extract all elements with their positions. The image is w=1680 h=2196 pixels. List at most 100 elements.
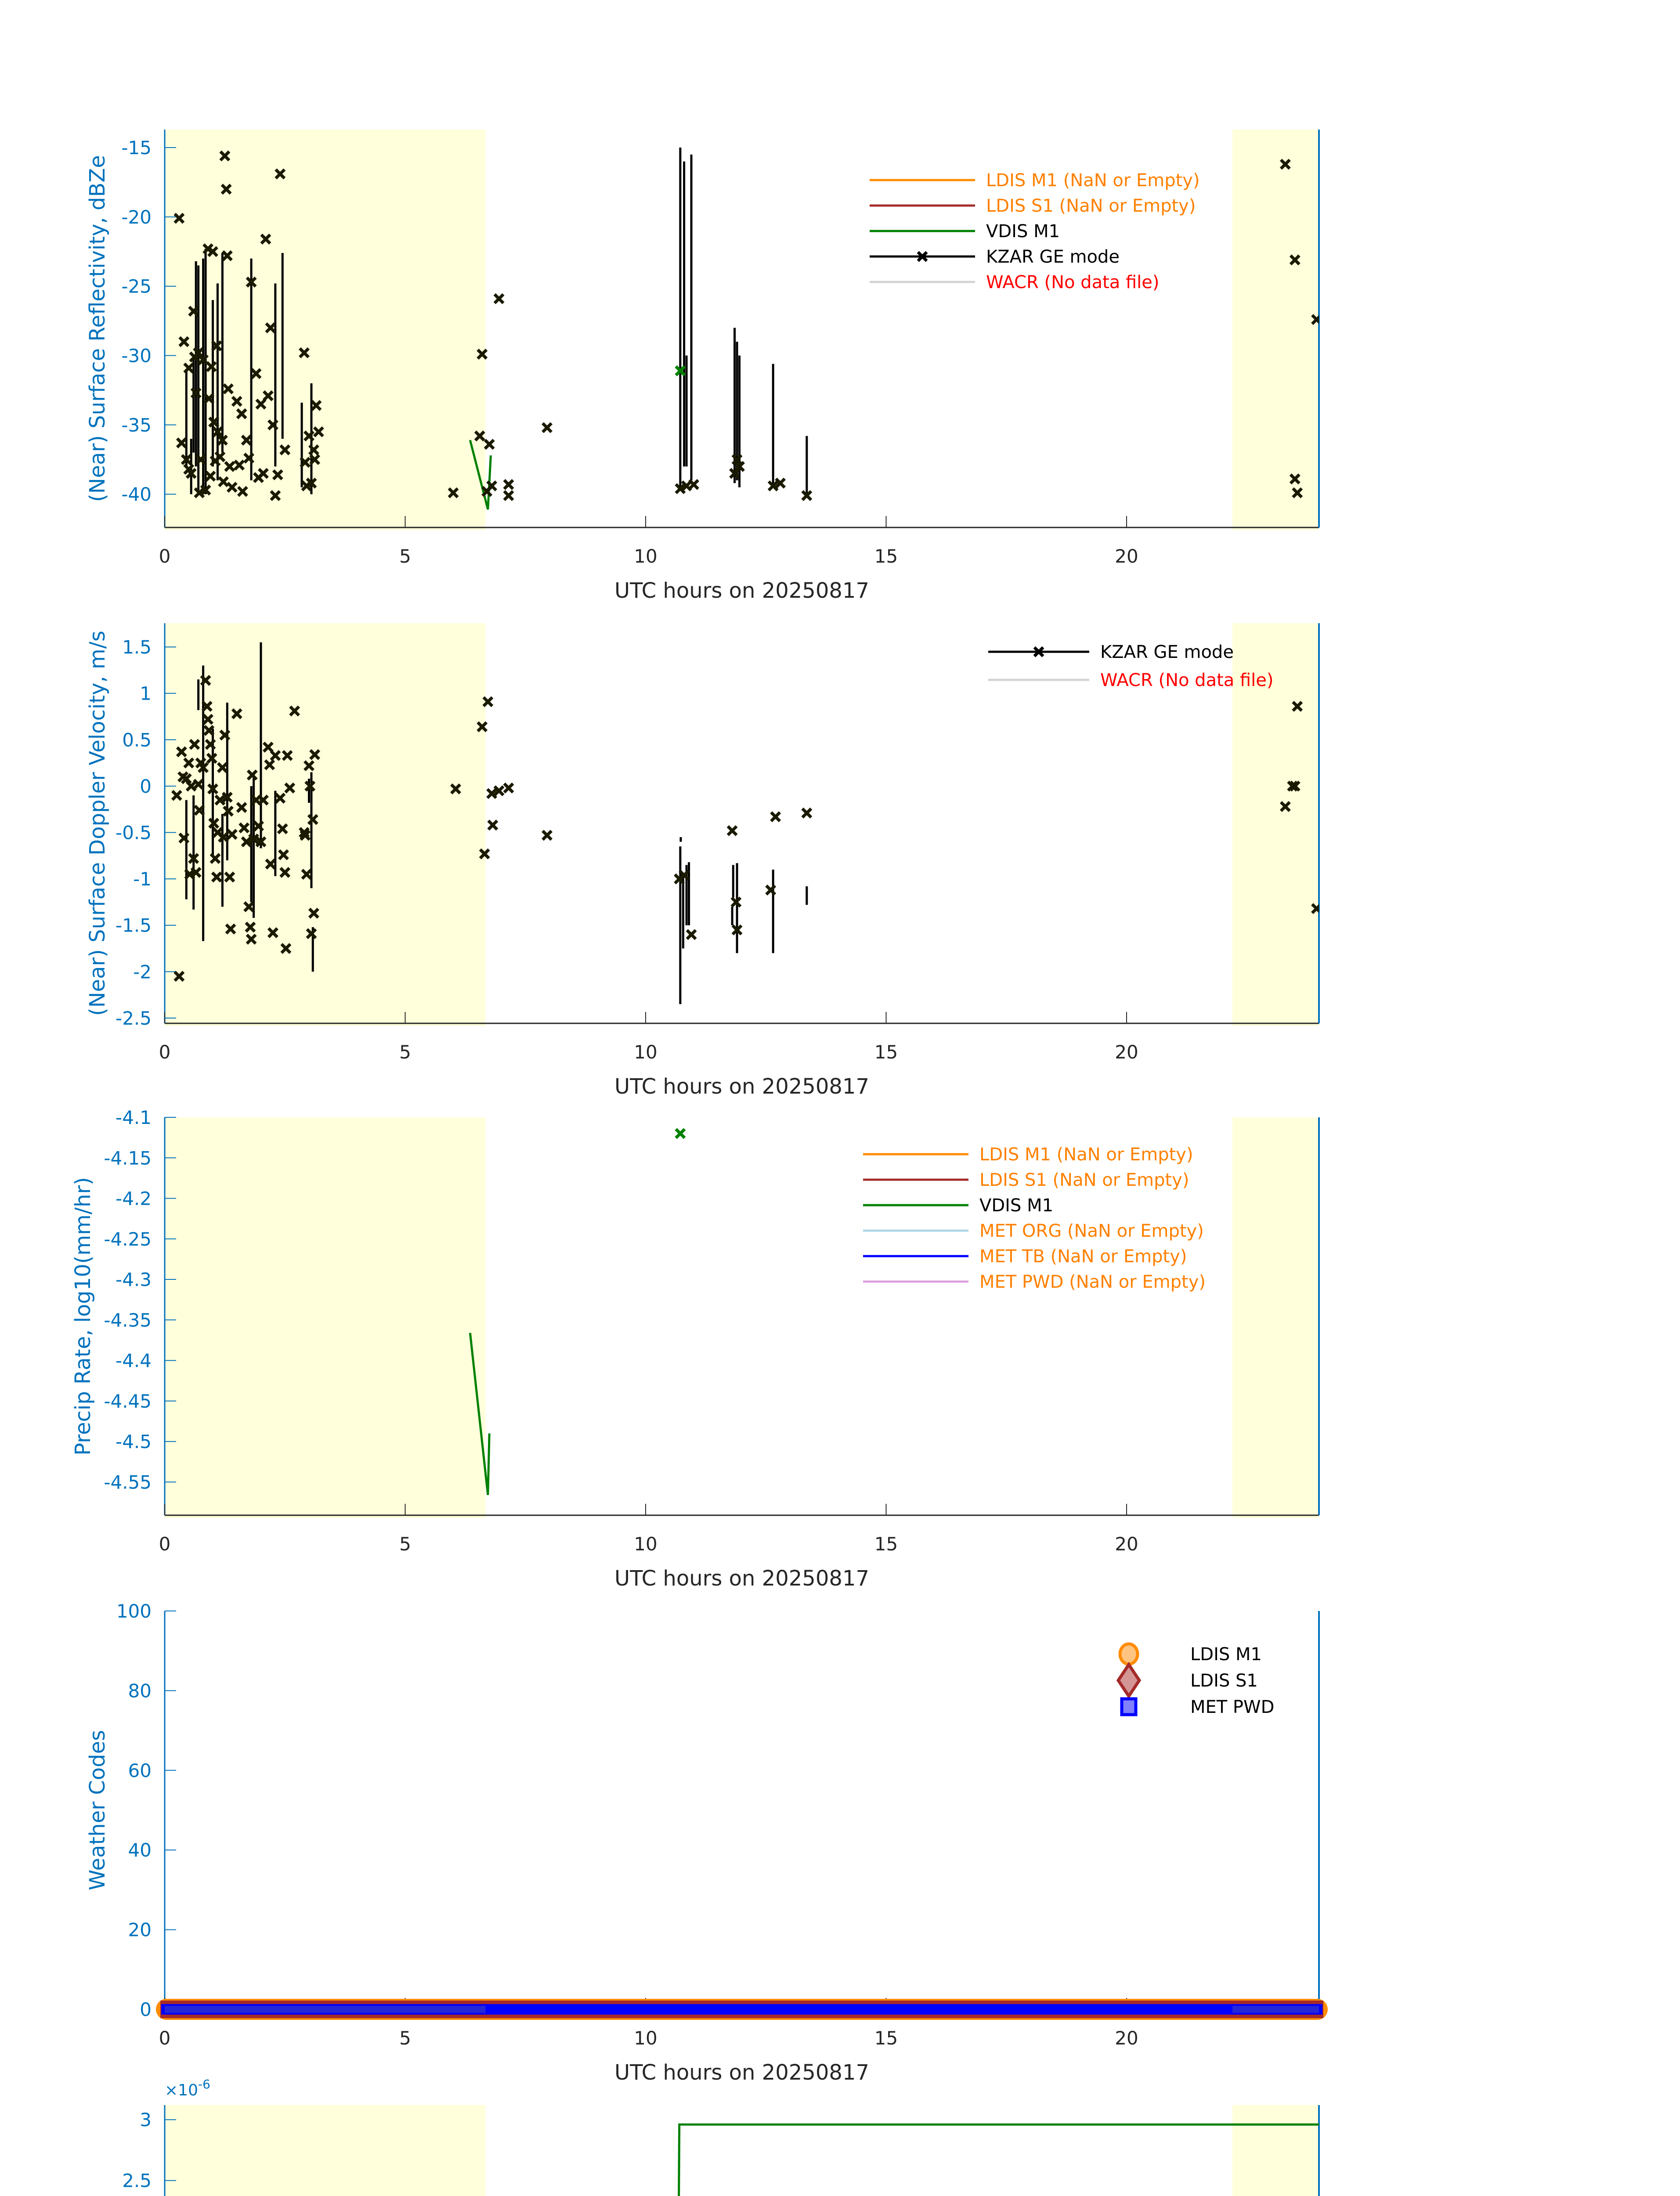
legend-label: VDIS M1 [986,221,1060,242]
y-tick-label: -4.5 [116,1431,152,1452]
legend-item: MET TB (NaN or Empty) [863,1246,1187,1267]
kzar-point [477,721,488,733]
y-tick-label: -20 [121,206,152,228]
y-tick-label: 0.5 [122,729,152,751]
kzar-point [770,811,781,823]
kzar-point [223,805,234,817]
kzar-point [203,393,215,404]
kzar-point [236,802,247,813]
legend-item: MET ORG (NaN or Empty) [863,1221,1204,1241]
kzar-point [207,246,218,257]
y-axis-label: (Near) Surface Reflectivity, dBZe [85,155,110,502]
shaded-interval [1232,2105,1319,2196]
y-tick-label: -40 [121,484,152,505]
kzar-point [267,927,278,939]
kzar-point [231,708,242,719]
kzar-point [270,490,281,501]
kzar-point [484,439,495,450]
kzar-point [277,823,288,834]
kzar-point [731,924,743,935]
x-tick-label: 15 [874,2027,898,2049]
y-multiplier: ×10-6 [165,2077,210,2099]
plot-area [469,1128,686,1495]
kzar-point [264,759,275,770]
kzar-point [210,853,221,864]
y-tick-label: -2 [133,961,152,982]
kzar-point [217,762,228,773]
kzar-point [211,871,222,883]
kzar-point [1311,903,1319,914]
x-tick-label: 10 [634,2027,657,2049]
y-multiplier-exp: -6 [198,2077,210,2091]
kzar-point [1287,780,1298,792]
kzar-point [307,814,318,825]
y-tick-label: -4.15 [104,1147,152,1169]
kzar-point [241,434,252,446]
y-axis-label: Weather Codes [85,1730,110,1890]
legend-label: WACR (No data file) [1100,670,1274,690]
kzar-point [234,459,245,471]
kzar-point [1289,254,1301,266]
legend-label: KZAR GE mode [986,247,1120,267]
kzar-point [203,725,215,736]
kzar-point [284,782,296,794]
kzar-point [255,398,267,410]
vdis-m1-line [469,440,492,510]
kzar-point [208,817,220,829]
x-tick-label: 20 [1115,1041,1138,1063]
kzar-point [265,858,276,870]
legend-label: MET PWD [1190,1697,1274,1717]
x-tick-label: 0 [159,1533,171,1555]
legend: KZAR GE mode WACR (No data file) [988,642,1274,690]
shaded-interval [165,1117,486,1518]
legend-item: LDIS M1 [1118,1642,1262,1666]
x-tick-label: 5 [399,2027,411,2049]
x-tick-label: 15 [874,1041,898,1063]
kzar-point [250,368,262,379]
kzar-point [201,701,213,712]
x-tick-label: 0 [159,545,171,567]
y-tick-label: 40 [128,1839,152,1861]
kzar-point [278,849,289,860]
kzar-point [193,779,204,790]
met-pwd-marker-fill [165,2006,486,2013]
y-tick-label: -4.3 [116,1269,152,1290]
kzar-point [503,782,514,794]
kzar-point [253,820,264,832]
kzar-point [270,750,281,761]
kzar-point [176,746,187,758]
kzar-point [243,901,255,912]
kzar-point [260,233,271,245]
kzar-point [474,430,485,442]
kzar-point [206,361,217,372]
kzar-point [493,293,505,304]
y-tick-label: 1.5 [122,636,152,658]
y-tick-label: -15 [121,137,152,159]
kzar-point [300,830,311,841]
kzar-point [246,769,258,781]
y-axis-label: Precip Rate, log10(mm/hr) [71,1177,95,1456]
plot-area [173,148,1319,510]
kzar-point [181,773,192,784]
legend-item: LDIS M1 (NaN or Empty) [863,1145,1193,1165]
legend-item: MET PWD [1120,1697,1274,1717]
legend-item: LDIS M1 (NaN or Empty) [870,170,1200,191]
legend-x-marker [1033,646,1044,657]
kzar-point [304,780,316,792]
kzar-point [185,468,197,479]
kzar-point [214,795,226,806]
legend-item: VDIS M1 [863,1196,1053,1216]
x-axis-label: UTC hours on 20250817 [614,578,869,603]
series-vdis-m1 [469,1333,491,1495]
kzar-point [282,750,293,761]
kzar-point [303,760,314,771]
kzar-point [237,486,248,497]
y-tick-label: -4.2 [116,1188,152,1210]
x-tick-label: 10 [634,1041,657,1063]
kzar-point [176,437,187,448]
kzar-point [226,481,238,493]
kzar-point [246,933,257,945]
kzar-point [686,929,697,940]
y-tick-label: -4.55 [104,1471,152,1493]
